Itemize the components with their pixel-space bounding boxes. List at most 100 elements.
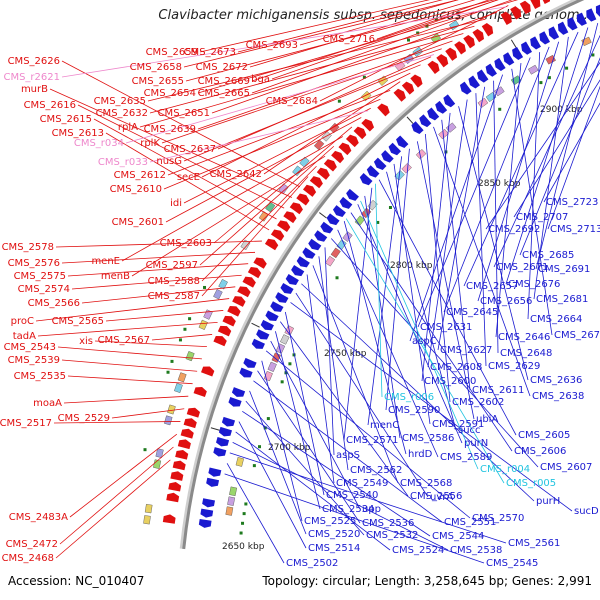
gc-skew-mark [258, 445, 262, 449]
reverse-gene-arrow [435, 100, 448, 114]
gc-skew-mark [539, 81, 543, 85]
forward-gene-label: CMS_2539 [8, 355, 60, 366]
forward-gene-arrow [361, 118, 375, 132]
forward-gene-arrow [519, 0, 531, 15]
reverse-gene-label: CMS_2707 [516, 212, 568, 223]
reverse-gene-label: purH [536, 496, 560, 507]
forward-gene-arrow [401, 81, 415, 95]
forward-gene-arrow [277, 220, 291, 233]
forward-gene-label: CMS_2483A [9, 512, 68, 523]
forward-gene-arrow [472, 28, 485, 43]
reverse-gene-arrow [539, 31, 551, 45]
reverse-gene-label: CMS_2648 [500, 348, 552, 359]
ruler-label: 2750 kbp [324, 349, 367, 359]
forward-gene-arrow [237, 286, 251, 298]
forward-gene-arrow [232, 296, 246, 307]
leader-line [125, 54, 435, 144]
reverse-gene-arrow [494, 57, 506, 72]
genome-summary: Topology: circular; Length: 3,258,645 bp… [262, 574, 592, 588]
gc-skew-mark [498, 107, 502, 111]
feature-tracks [143, 0, 600, 535]
forward-gene-arrow [427, 60, 440, 74]
reverse-gene-label: CMS_2544 [432, 531, 484, 542]
cog-category-block [174, 382, 183, 393]
leader-line [376, 0, 490, 40]
leader-line [161, 48, 442, 144]
forward-gene-arrow [264, 238, 279, 251]
leader-line [67, 375, 193, 385]
forward-gene-arrow [168, 482, 182, 492]
leader-line [513, 79, 600, 218]
reverse-gene-arrow [198, 518, 212, 528]
leader-line [306, 274, 335, 484]
leader-line [505, 27, 589, 285]
reverse-gene-label: CMS_2664 [530, 314, 582, 325]
cog-category-block [265, 201, 276, 213]
reverse-gene-label: CMS_2611 [472, 385, 524, 396]
forward-gene-label: nusG [156, 156, 182, 167]
leader-line [427, 99, 468, 368]
forward-gene-label: xis [79, 336, 93, 347]
reverse-gene-arrow [256, 329, 270, 340]
forward-gene-label: menB [101, 271, 130, 282]
reverse-gene-arrow [557, 21, 569, 35]
ruler-label: 2850 kbp [478, 179, 521, 189]
leader-line [527, 52, 541, 320]
forward-gene-label: CMS_2588 [148, 276, 200, 287]
reverse-gene-label: CMS_2692 [488, 224, 540, 235]
forward-gene-label: CMS_2632 [96, 108, 148, 119]
cog-category-block [258, 211, 269, 222]
leader-line [543, 102, 600, 203]
reverse-gene-label: CMS_2600 [424, 376, 476, 387]
forward-gene-arrow [289, 202, 303, 215]
forward-gene-label: CMS_2587 [148, 291, 200, 302]
forward-gene-arrow [316, 167, 330, 180]
reverse-gene-arrow [332, 205, 346, 217]
leader-line [232, 442, 449, 551]
cog-category-block [155, 448, 164, 458]
reverse-gene-arrow [476, 69, 489, 83]
cog-category-block [280, 334, 290, 345]
reverse-gene-arrow [419, 114, 432, 128]
leader-line [357, 204, 463, 444]
cog-category-block [336, 239, 347, 251]
leader-line [477, 41, 560, 302]
reverse-gene-label: CMS_2676 [508, 279, 560, 290]
leader-line [199, 145, 335, 266]
forward-gene-arrow [445, 47, 458, 61]
leader-line [105, 310, 224, 322]
cog-category-block [198, 319, 208, 330]
leader-line [424, 133, 451, 403]
forward-gene-arrow [500, 11, 512, 25]
forward-gene-label: CMS_2665 [198, 88, 250, 99]
leader-line [275, 331, 321, 510]
reverse-gene-label: CMS_2540 [326, 490, 378, 501]
forward-gene-arrow [227, 305, 241, 317]
leader-line [249, 390, 307, 535]
leader-line [147, 18, 486, 102]
cog-category-block [143, 515, 151, 525]
reverse-gene-label: CMS_r004 [480, 464, 530, 475]
leader-line [167, 89, 391, 176]
gc-skew-mark [434, 17, 438, 21]
leader-line [475, 93, 487, 367]
forward-gene-arrow [170, 471, 184, 481]
reverse-gene-label: CMS_2551 [444, 517, 496, 528]
reverse-gene-label: sucD [574, 506, 599, 517]
gc-skew-mark [565, 66, 569, 70]
reverse-gene-arrow [202, 498, 215, 508]
leader-line [519, 57, 600, 256]
leader-line [271, 0, 499, 80]
reverse-gene-arrow [251, 338, 265, 349]
reverse-gene-label: CMS_r005 [506, 478, 556, 489]
leader-line [249, 0, 476, 68]
leader-line [61, 251, 255, 264]
leader-line [290, 302, 573, 512]
forward-gene-arrow [247, 267, 262, 279]
leader-line [229, 452, 507, 544]
leader-line [211, 11, 498, 114]
reverse-gene-arrow [521, 41, 532, 55]
cog-category-block [185, 351, 195, 362]
reverse-gene-label: CMS_2713 [550, 224, 600, 235]
